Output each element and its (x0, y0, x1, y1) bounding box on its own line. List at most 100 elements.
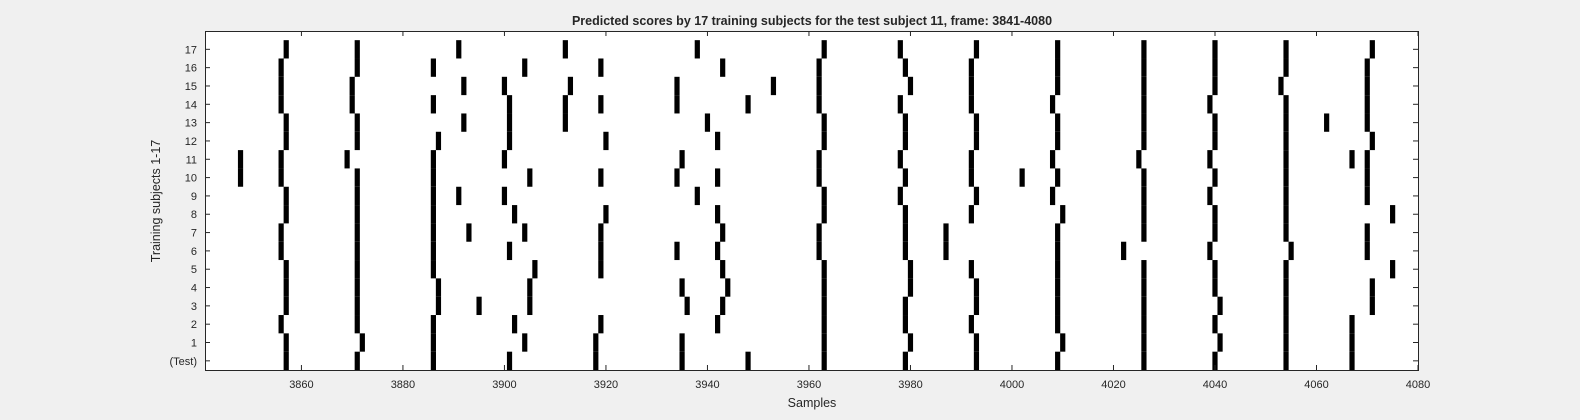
score-mark-row-10-0 (237, 168, 244, 187)
score-mark-row-15-4 (567, 76, 574, 96)
score-mark-row-2-12 (1283, 315, 1289, 334)
score-mark-row-12-10 (1141, 131, 1147, 151)
y-tick-label-3: 3 (191, 301, 197, 313)
score-mark-row-10-10 (968, 168, 974, 187)
score-mark-row-6-0 (278, 241, 284, 261)
score-mark-row-test-14 (1349, 351, 1355, 370)
score-mark-row-16-4 (598, 58, 604, 77)
y-tick-label-8: 8 (191, 209, 197, 221)
score-mark-row-3-13 (1283, 296, 1289, 316)
score-mark-row-5-11 (1212, 260, 1218, 279)
score-mark-row-11-10 (1136, 150, 1142, 169)
score-mark-row-9-8 (973, 186, 980, 206)
chart-marks (237, 40, 1396, 370)
score-mark-row-16-12 (1283, 58, 1289, 77)
score-mark-row-3-3 (476, 296, 482, 316)
score-mark-row-15-3 (501, 76, 508, 96)
score-mark-row-16-11 (1212, 58, 1218, 77)
score-mark-row-4-5 (725, 278, 731, 297)
score-mark-row-15-12 (1212, 76, 1218, 96)
score-mark-row-14-6 (674, 95, 680, 114)
score-mark-row-test-10 (1055, 351, 1061, 370)
score-mark-row-10-6 (674, 168, 680, 187)
score-mark-row-7-11 (1141, 223, 1147, 242)
score-mark-row-7-2 (430, 223, 436, 242)
score-mark-row-14-1 (349, 95, 355, 114)
score-mark-row-9-1 (354, 186, 360, 206)
y-tick-label-9: 9 (191, 191, 197, 203)
score-mark-row-11-5 (679, 150, 685, 169)
score-mark-row-8-11 (1212, 205, 1218, 224)
score-mark-row-7-7 (816, 223, 822, 242)
score-mark-row-3-0 (283, 296, 289, 316)
score-mark-row-5-3 (532, 260, 538, 279)
score-mark-row-6-6 (715, 241, 721, 261)
score-mark-row-4-3 (527, 278, 533, 297)
score-mark-row-13-0 (283, 113, 289, 132)
score-mark-row-9-13 (1364, 186, 1370, 206)
score-mark-row-3-8 (902, 296, 908, 316)
score-mark-row-6-14 (1364, 241, 1370, 261)
score-mark-row-11-11 (1207, 150, 1213, 169)
score-mark-row-12-13 (1369, 131, 1375, 151)
score-mark-row-3-10 (1055, 296, 1061, 316)
score-mark-row-11-2 (344, 150, 350, 169)
score-mark-row-7-1 (354, 223, 360, 242)
score-mark-row-11-1 (278, 150, 284, 169)
score-mark-row-11-7 (897, 150, 903, 169)
score-mark-row-7-3 (466, 223, 472, 242)
score-mark-row-8-9 (1060, 205, 1066, 224)
score-mark-row-13-3 (506, 113, 513, 132)
score-mark-row-16-13 (1364, 58, 1370, 77)
score-mark-row-4-11 (1212, 278, 1218, 297)
y-tick-label-6: 6 (191, 246, 197, 258)
score-mark-row-9-0 (283, 186, 289, 206)
x-tick-label-3860: 3860 (289, 379, 313, 391)
score-mark-row-13-7 (902, 113, 908, 132)
y-tick-label-13: 13 (185, 118, 197, 130)
score-mark-row-13-10 (1141, 113, 1147, 132)
score-mark-row-13-5 (704, 113, 711, 132)
score-mark-row-16-2 (430, 58, 436, 77)
score-mark-row-6-5 (674, 241, 680, 261)
score-mark-row-10-12 (1055, 168, 1061, 187)
score-mark-row-14-5 (598, 95, 604, 114)
score-mark-row-5-4 (598, 260, 604, 279)
score-mark-row-17-5 (821, 40, 827, 59)
y-tick-label-11: 11 (186, 154, 197, 166)
score-mark-row-16-3 (522, 58, 528, 77)
score-mark-row-16-6 (816, 58, 822, 77)
score-mark-row-16-7 (902, 58, 908, 77)
score-mark-row-1-7 (907, 333, 914, 352)
score-mark-row-13-11 (1212, 113, 1218, 132)
score-mark-row-11-8 (968, 150, 974, 169)
score-mark-row-17-2 (456, 40, 462, 59)
score-mark-row-1-12 (1283, 333, 1289, 352)
score-mark-row-17-10 (1212, 40, 1218, 59)
score-mark-row-17-4 (694, 40, 700, 59)
score-mark-row-5-7 (907, 260, 914, 279)
score-mark-row-11-3 (430, 150, 436, 169)
score-mark-row-13-9 (1055, 113, 1061, 132)
score-mark-row-10-11 (1019, 168, 1025, 187)
score-mark-row-test-2 (430, 351, 436, 370)
score-mark-row-7-12 (1212, 223, 1218, 242)
score-mark-row-10-14 (1212, 168, 1218, 187)
score-mark-row-2-4 (598, 315, 604, 334)
score-mark-row-6-2 (430, 241, 436, 261)
score-mark-row-7-14 (1364, 223, 1370, 242)
score-mark-row-15-14 (1364, 76, 1370, 96)
score-mark-row-7-0 (278, 223, 284, 242)
x-tick-label-4020: 4020 (1101, 379, 1125, 391)
score-mark-row-10-9 (902, 168, 908, 187)
score-mark-row-9-5 (694, 186, 700, 206)
score-mark-row-1-1 (359, 333, 365, 352)
score-mark-row-2-1 (354, 315, 360, 334)
score-mark-row-13-8 (973, 113, 980, 132)
score-mark-row-2-10 (1141, 315, 1147, 334)
score-mark-row-test-0 (283, 351, 289, 370)
score-mark-row-17-3 (562, 40, 568, 59)
score-mark-row-7-13 (1283, 223, 1289, 242)
score-mark-row-4-9 (1055, 278, 1061, 297)
score-mark-row-17-6 (897, 40, 903, 59)
